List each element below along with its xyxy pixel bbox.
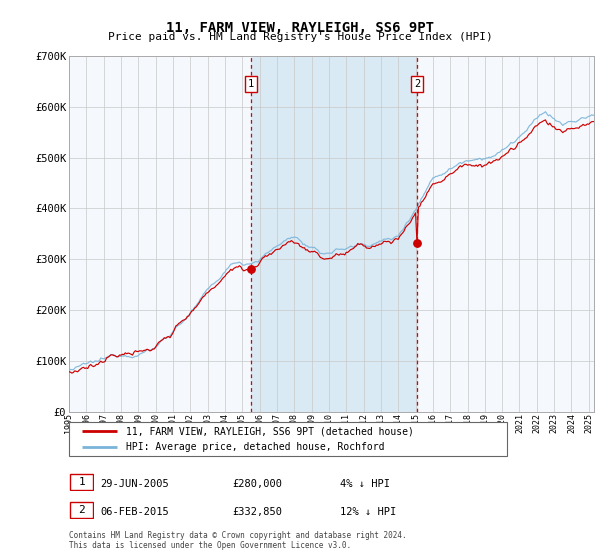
Text: 1: 1 (78, 477, 85, 487)
Text: Contains HM Land Registry data © Crown copyright and database right 2024.
This d: Contains HM Land Registry data © Crown c… (69, 531, 407, 550)
Point (246, 265, 256, 274)
Text: 2: 2 (414, 79, 420, 89)
Point (412, 238, 422, 247)
Text: 4% ↓ HPI: 4% ↓ HPI (340, 479, 390, 489)
Text: 2: 2 (78, 505, 85, 515)
FancyBboxPatch shape (70, 502, 93, 518)
Text: 29-JUN-2005: 29-JUN-2005 (100, 479, 169, 489)
FancyBboxPatch shape (70, 474, 93, 490)
Text: 1: 1 (248, 79, 254, 89)
Text: £332,850: £332,850 (232, 507, 282, 517)
Text: 11, FARM VIEW, RAYLEIGH, SS6 9PT (detached house): 11, FARM VIEW, RAYLEIGH, SS6 9PT (detach… (126, 426, 414, 436)
Text: £280,000: £280,000 (232, 479, 282, 489)
Bar (251, 56, 417, 412)
Text: HPI: Average price, detached house, Rochford: HPI: Average price, detached house, Roch… (126, 442, 385, 452)
Text: Price paid vs. HM Land Registry's House Price Index (HPI): Price paid vs. HM Land Registry's House … (107, 32, 493, 42)
Text: 06-FEB-2015: 06-FEB-2015 (100, 507, 169, 517)
Text: 11, FARM VIEW, RAYLEIGH, SS6 9PT: 11, FARM VIEW, RAYLEIGH, SS6 9PT (166, 21, 434, 35)
FancyBboxPatch shape (69, 422, 507, 456)
Text: 12% ↓ HPI: 12% ↓ HPI (340, 507, 397, 517)
